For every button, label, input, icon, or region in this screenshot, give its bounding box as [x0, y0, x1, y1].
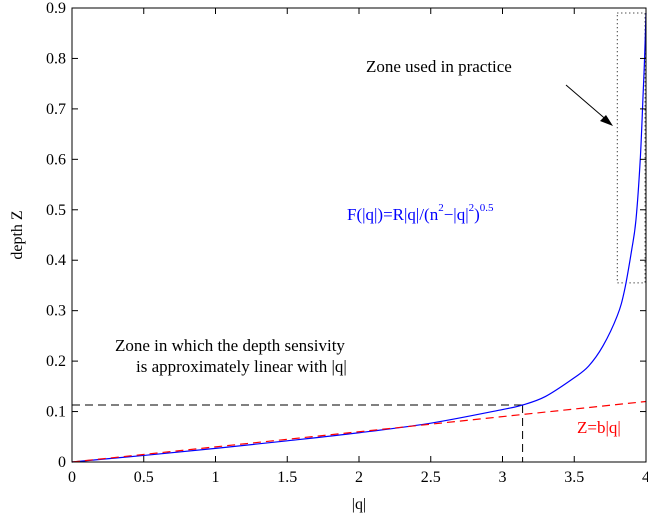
curve-formula-mid: −|q|	[444, 205, 469, 224]
x-tick-label: 1	[212, 469, 220, 486]
x-tick-label: 0	[68, 469, 76, 486]
practice-zone-arrow-head	[600, 115, 613, 126]
practice-zone-arrow-line	[565, 84, 610, 123]
x-tick-label: 3.5	[564, 469, 584, 486]
y-tick-label: 0.4	[46, 252, 66, 269]
y-tick-label: 0.3	[46, 303, 66, 320]
x-tick-label: 4	[642, 469, 648, 486]
y-tick-label: 0.1	[46, 404, 66, 421]
curve-formula-sup2: 2	[469, 202, 475, 214]
curve-formula-end: )	[474, 205, 480, 224]
reference-lines	[72, 12, 646, 462]
practice-zone-label: Zone used in practice	[366, 57, 512, 76]
x-tick-label: 2.5	[421, 469, 441, 486]
y-tick-label: 0.5	[46, 202, 66, 219]
practice-zone-box	[616, 12, 646, 284]
x-tick-label: 0.5	[134, 469, 154, 486]
curve-formula-main: F(|q|)=R|q|/(n	[347, 205, 439, 224]
x-tick-label: 2	[355, 469, 363, 486]
x-tick-label: 3	[499, 469, 507, 486]
y-tick-label: 0	[58, 454, 66, 471]
series-layer	[71, 13, 647, 463]
plot-area	[72, 8, 646, 462]
series-line-curve	[71, 13, 647, 463]
line-label: Z=b|q|	[577, 418, 621, 437]
y-axis-title: depth Z	[9, 210, 26, 259]
y-tick-label: 0.8	[46, 50, 66, 67]
curve-formula-sup3: 0.5	[480, 202, 494, 214]
y-tick-label: 0.6	[46, 151, 66, 168]
x-axis-title: |q|	[352, 496, 366, 513]
series-line-linear	[71, 400, 647, 463]
linear-zone-label-line1: Zone in which the depth sensivity	[115, 336, 345, 355]
curve-formula-sup1: 2	[438, 202, 444, 214]
y-tick-label: 0.7	[46, 101, 66, 118]
y-tick-label: 0.2	[46, 353, 66, 370]
linear-zone-label-line2: is approximately linear with |q|	[136, 357, 347, 376]
x-tick-label: 1.5	[277, 469, 297, 486]
y-tick-label: 0.9	[46, 0, 66, 17]
curve-formula-label: F(|q|)=R|q|/(n2−|q|2)0.5	[347, 202, 494, 224]
ticks: 0 0.5 1 1.5 2 2.5 3 3.5 4 0 0.1 0.2 0.3 0.4 0.5 0.6 0.7 0…	[46, 0, 648, 486]
